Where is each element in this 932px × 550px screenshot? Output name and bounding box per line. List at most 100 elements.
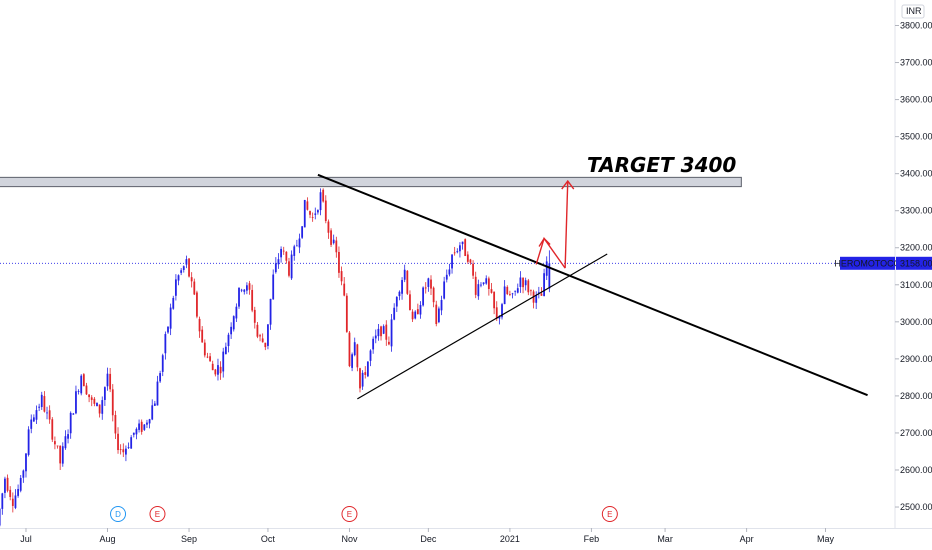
candle-body <box>248 283 251 290</box>
candle <box>430 275 432 296</box>
candle <box>311 212 314 222</box>
candle <box>440 295 443 316</box>
candle <box>238 287 240 309</box>
candle-body <box>398 291 401 297</box>
candle-body <box>138 423 140 430</box>
candle-body <box>85 385 88 395</box>
candle-body <box>314 213 317 215</box>
candle <box>306 197 309 211</box>
candle-body <box>351 354 353 368</box>
candle <box>159 370 162 383</box>
candle <box>277 253 280 269</box>
candle-body <box>1 493 4 509</box>
arrow-head <box>561 179 575 190</box>
candle-body <box>48 410 51 420</box>
time-axis[interactable]: Jul Aug Sep Oct Nov Dec 2021 Feb Mar Apr May <box>0 528 932 544</box>
currency-box <box>901 4 925 19</box>
price-axis[interactable]: INR 3800.00 3700.00 3600.00 3500.00 3400.00 3… <box>894 0 932 528</box>
y-tick-label: 3500.00 <box>900 132 932 142</box>
candle-body <box>246 285 248 291</box>
candle <box>80 374 83 396</box>
x-tick-label: Dec <box>420 534 437 544</box>
x-tick-label: May <box>817 534 835 544</box>
candle-body <box>543 273 545 296</box>
candle <box>487 276 490 296</box>
candle-body <box>472 263 474 276</box>
candle-body <box>290 254 293 279</box>
candle <box>25 453 27 478</box>
candle <box>138 419 140 433</box>
candle-body <box>374 335 377 339</box>
candle-body <box>188 258 190 277</box>
candle <box>290 250 293 280</box>
candle-body <box>453 252 456 254</box>
candle-body <box>501 304 503 318</box>
candle <box>340 266 343 286</box>
candle-body <box>127 447 130 448</box>
candle-body <box>490 289 493 293</box>
candle <box>235 303 238 322</box>
candle <box>388 336 390 346</box>
candle <box>382 324 385 335</box>
candle-body <box>235 306 238 319</box>
candle <box>459 242 461 258</box>
candle <box>390 314 393 352</box>
candle-body <box>230 326 233 335</box>
candle <box>243 288 246 295</box>
candle <box>338 246 340 278</box>
candle-body <box>348 332 351 367</box>
candle <box>61 442 64 467</box>
candle-body <box>406 270 409 294</box>
candle <box>317 209 319 215</box>
candle-body <box>69 412 72 434</box>
candle-body <box>38 406 41 408</box>
candle <box>56 445 59 449</box>
candle <box>69 411 72 439</box>
candle <box>366 361 369 378</box>
candle <box>301 226 304 239</box>
candle <box>259 333 261 342</box>
candle-body <box>477 284 480 297</box>
candle <box>54 436 56 450</box>
candle-body <box>382 326 385 334</box>
candle-body <box>445 274 448 280</box>
candle <box>32 414 35 422</box>
candle <box>359 367 361 393</box>
candle-body <box>169 307 172 329</box>
candle-body <box>440 299 443 311</box>
candle <box>530 289 532 296</box>
candle-body <box>156 381 159 406</box>
candle <box>182 265 185 273</box>
candle-body <box>64 436 67 449</box>
candle <box>135 427 138 440</box>
candle-body <box>211 363 214 371</box>
candle-body <box>103 387 106 400</box>
candle-body <box>17 489 19 496</box>
candle-body <box>487 278 490 290</box>
candle <box>288 257 290 278</box>
candle <box>324 195 327 224</box>
candle-body <box>243 289 246 292</box>
candle <box>1 492 4 515</box>
candle <box>269 298 272 330</box>
candle-body <box>25 453 27 472</box>
trendline-ascending <box>357 253 608 400</box>
candle-body <box>206 356 209 358</box>
candle <box>443 276 446 300</box>
candle-body <box>96 402 98 407</box>
candle-body <box>524 280 527 286</box>
candle-body <box>466 254 469 262</box>
candle <box>535 291 538 310</box>
event-label: E <box>155 510 160 519</box>
candle <box>153 400 156 407</box>
candle <box>75 385 77 415</box>
candle-body <box>201 329 204 343</box>
candle <box>361 370 364 390</box>
y-tick-label: 2800.00 <box>900 391 932 401</box>
candle <box>351 352 353 372</box>
candle <box>98 404 101 418</box>
candle-body <box>451 254 453 269</box>
candle-body <box>122 449 125 453</box>
candle <box>380 325 382 341</box>
